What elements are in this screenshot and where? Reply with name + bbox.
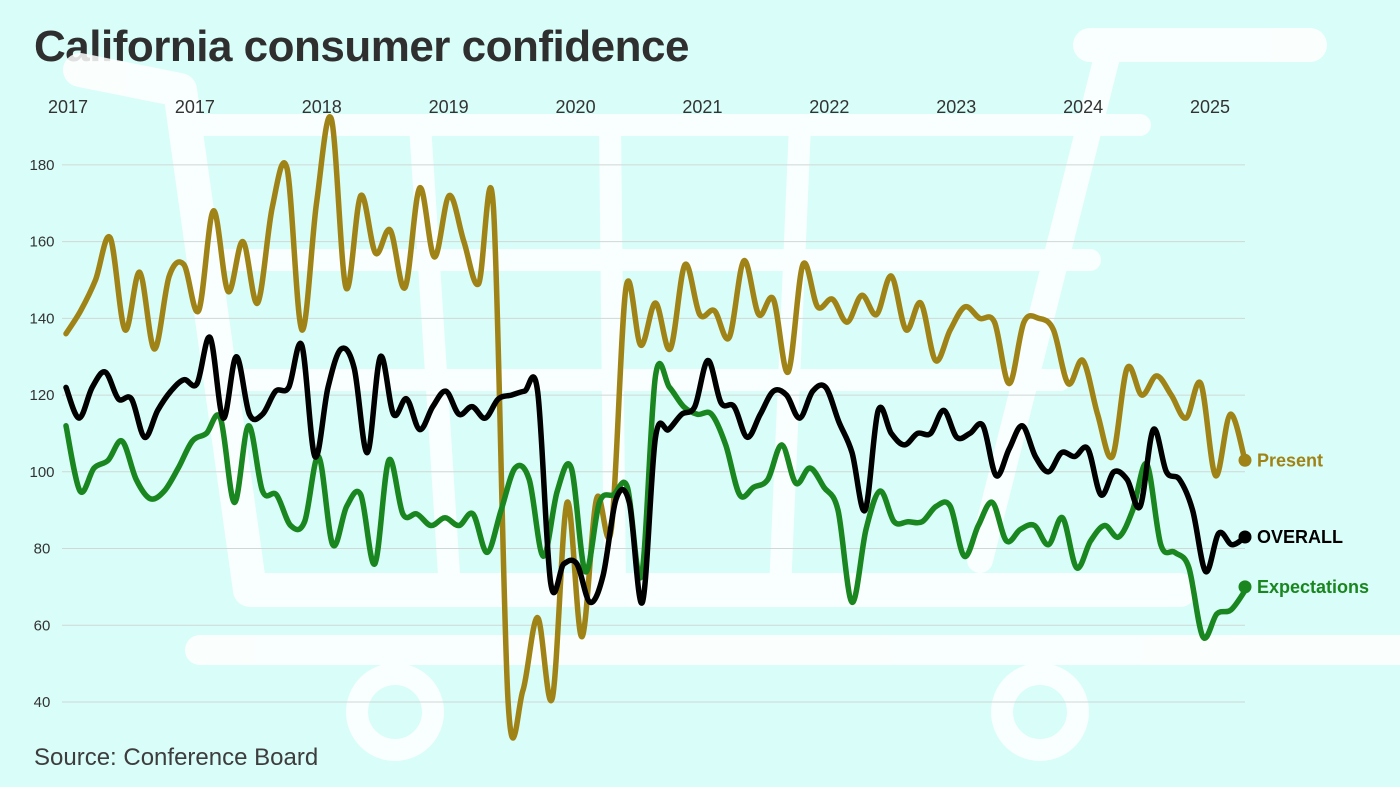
y-tick-label: 140 (29, 310, 54, 327)
series-line-overall (63, 334, 1248, 606)
y-tick-label: 120 (29, 387, 54, 404)
y-tick-label: 100 (29, 464, 54, 481)
y-tick-label: 80 (34, 541, 51, 558)
series-label-present: Present (1257, 450, 1323, 470)
y-tick-label: 160 (29, 234, 54, 251)
y-tick-label: 40 (34, 694, 51, 711)
x-tick-label: 2025 (1190, 97, 1230, 117)
x-tick-label: 2022 (809, 97, 849, 117)
series-end-labels: Present Expectations OVERALL (1238, 450, 1369, 597)
x-tick-label: 2021 (682, 97, 722, 117)
series-line-expectations (63, 361, 1248, 641)
y-tick-label: 60 (34, 617, 51, 634)
x-tick-label: 2023 (936, 97, 976, 117)
end-point-present (1238, 453, 1252, 467)
end-point-overall (1238, 530, 1252, 544)
x-tick-label: 2024 (1063, 97, 1103, 117)
x-tick-label: 2020 (556, 97, 596, 117)
x-tick-label: 2017 (48, 97, 88, 117)
series-label-expectations: Expectations (1257, 577, 1369, 597)
x-axis: 2017 2017 2018 2019 2020 2021 2022 2023 2024 2025 (48, 97, 1230, 117)
shopping-cart-watermark-icon (63, 28, 1400, 761)
chart-title: California consumer confidence (34, 22, 689, 71)
series-label-overall: OVERALL (1257, 527, 1343, 547)
x-tick-label: 2018 (302, 97, 342, 117)
y-axis: 40 60 80 100 120 140 160 180 (29, 157, 54, 711)
y-tick-label: 180 (29, 157, 54, 174)
x-tick-label: 2017 (175, 97, 215, 117)
end-point-expectations (1238, 580, 1252, 594)
x-tick-label: 2019 (429, 97, 469, 117)
source-note: Source: Conference Board (34, 744, 319, 771)
series-lines (63, 114, 1248, 741)
